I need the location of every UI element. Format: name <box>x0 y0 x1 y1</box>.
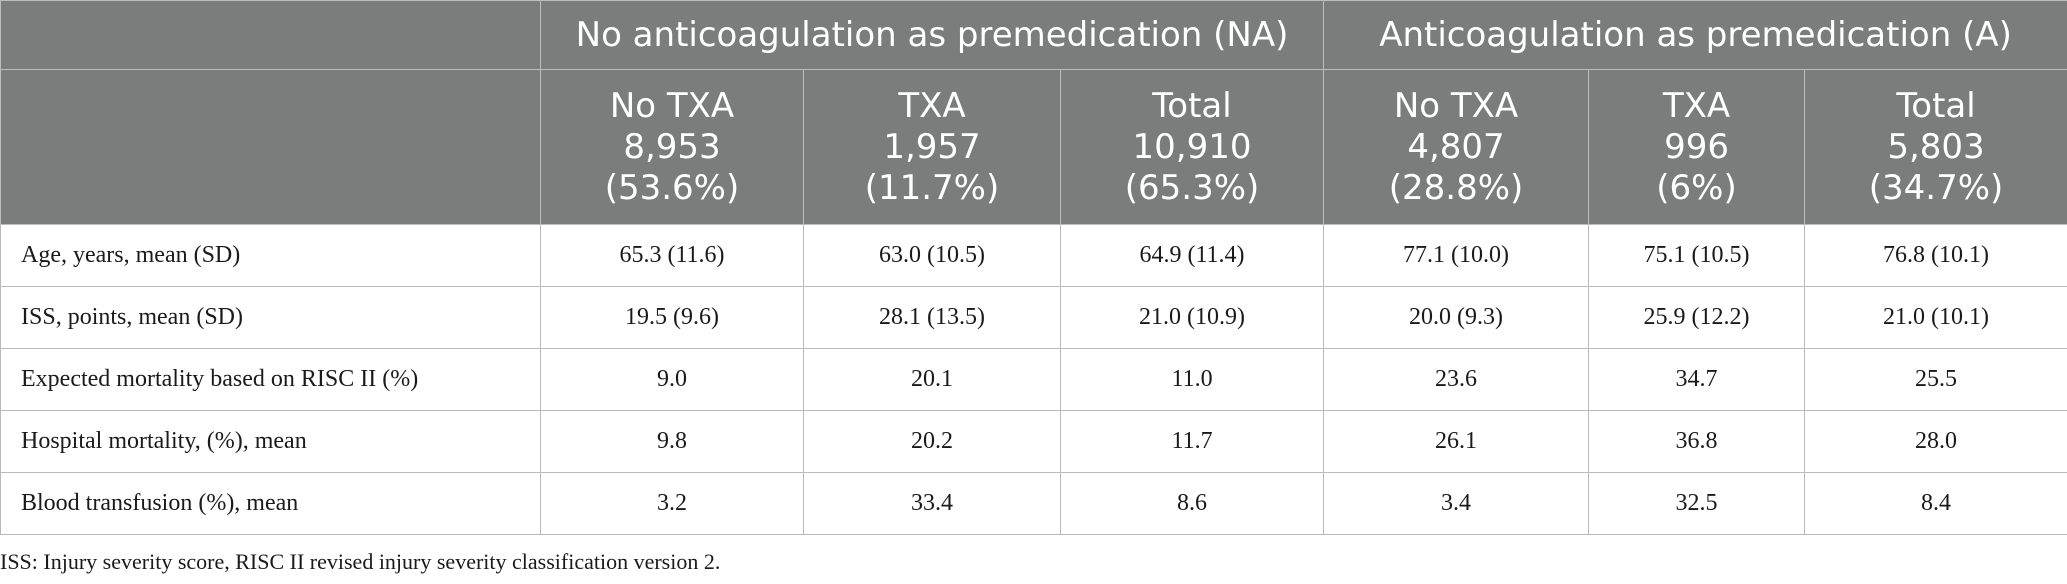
table-header: No anticoagulation as premedication (NA)… <box>0 0 2067 225</box>
column-count: 10,910 <box>1132 126 1252 167</box>
column-percent: (65.3%) <box>1124 167 1260 208</box>
table-cell: 21.0 (10.1) <box>1804 286 2067 349</box>
header-empty-cell <box>0 0 541 70</box>
column-count: 5,803 <box>1887 126 1985 167</box>
group-header-a: Anticoagulation as premedication (A) <box>1323 0 2067 70</box>
row-label: Hospital mortality, (%), mean <box>0 410 541 473</box>
column-header: TXA 1,957 (11.7%) <box>803 69 1061 225</box>
table-cell: 20.0 (9.3) <box>1323 286 1590 349</box>
table-row: Expected mortality based on RISC II (%) … <box>0 348 2067 411</box>
column-count: 996 <box>1664 126 1729 167</box>
table-row: Blood transfusion (%), mean 3.2 33.4 8.6… <box>0 472 2067 535</box>
table-cell: 3.4 <box>1323 472 1590 535</box>
data-table: No anticoagulation as premedication (NA)… <box>0 0 2067 535</box>
column-name: TXA <box>1662 85 1731 126</box>
table-cell: 65.3 (11.6) <box>540 224 804 287</box>
table-row: Age, years, mean (SD) 65.3 (11.6) 63.0 (… <box>0 224 2067 287</box>
table-cell: 20.1 <box>803 348 1061 411</box>
table-footnote: ISS: Injury severity score, RISC II revi… <box>0 549 721 574</box>
column-header: TXA 996 (6%) <box>1588 69 1806 225</box>
table-cell: 25.9 (12.2) <box>1588 286 1806 349</box>
column-name: TXA <box>898 85 966 126</box>
column-header: No TXA 8,953 (53.6%) <box>540 69 804 225</box>
column-name: No TXA <box>1393 85 1519 126</box>
table-cell: 26.1 <box>1323 410 1590 473</box>
row-label: Age, years, mean (SD) <box>0 224 541 287</box>
table-body: Age, years, mean (SD) 65.3 (11.6) 63.0 (… <box>0 224 2067 535</box>
table-cell: 21.0 (10.9) <box>1059 286 1325 349</box>
table-cell: 28.1 (13.5) <box>803 286 1061 349</box>
table-cell: 9.8 <box>540 410 804 473</box>
table-cell: 28.0 <box>1804 410 2067 473</box>
table-cell: 11.0 <box>1059 348 1325 411</box>
table-cell: 75.1 (10.5) <box>1588 224 1806 287</box>
column-percent: (6%) <box>1656 167 1737 208</box>
header-column-row: No TXA 8,953 (53.6%) TXA 1,957 (11.7%) T… <box>0 69 2067 225</box>
column-name: No TXA <box>609 85 735 126</box>
column-count: 8,953 <box>623 126 721 167</box>
column-count: 1,957 <box>883 126 981 167</box>
column-percent: (53.6%) <box>604 167 740 208</box>
column-header: Total 5,803 (34.7%) <box>1804 69 2067 225</box>
table-cell: 23.6 <box>1323 348 1590 411</box>
table-cell: 25.5 <box>1804 348 2067 411</box>
group-header-na: No anticoagulation as premedication (NA) <box>539 0 1325 70</box>
column-header: No TXA 4,807 (28.8%) <box>1323 69 1590 225</box>
table-cell: 19.5 (9.6) <box>540 286 804 349</box>
table-cell: 36.8 <box>1588 410 1806 473</box>
table-cell: 32.5 <box>1588 472 1806 535</box>
table-cell: 34.7 <box>1588 348 1806 411</box>
table-cell: 20.2 <box>803 410 1061 473</box>
column-percent: (34.7%) <box>1868 167 2004 208</box>
table-cell: 8.4 <box>1804 472 2067 535</box>
table-cell: 8.6 <box>1059 472 1325 535</box>
table-cell: 3.2 <box>540 472 804 535</box>
header-empty-cell <box>0 69 541 225</box>
table-row: Hospital mortality, (%), mean 9.8 20.2 1… <box>0 410 2067 473</box>
table-cell: 11.7 <box>1059 410 1325 473</box>
table-cell: 63.0 (10.5) <box>803 224 1061 287</box>
column-percent: (28.8%) <box>1388 167 1524 208</box>
column-name: Total <box>1152 85 1232 126</box>
table-cell: 33.4 <box>803 472 1061 535</box>
column-percent: (11.7%) <box>864 167 1000 208</box>
row-label: Blood transfusion (%), mean <box>0 472 541 535</box>
table-cell: 64.9 (11.4) <box>1059 224 1325 287</box>
header-group-row: No anticoagulation as premedication (NA)… <box>0 0 2067 70</box>
table-cell: 9.0 <box>540 348 804 411</box>
row-label: ISS, points, mean (SD) <box>0 286 541 349</box>
column-header: Total 10,910 (65.3%) <box>1059 69 1325 225</box>
table-cell: 77.1 (10.0) <box>1323 224 1590 287</box>
column-count: 4,807 <box>1407 126 1505 167</box>
table-row: ISS, points, mean (SD) 19.5 (9.6) 28.1 (… <box>0 286 2067 349</box>
table-cell: 76.8 (10.1) <box>1804 224 2067 287</box>
column-name: Total <box>1896 85 1976 126</box>
row-label: Expected mortality based on RISC II (%) <box>0 348 541 411</box>
